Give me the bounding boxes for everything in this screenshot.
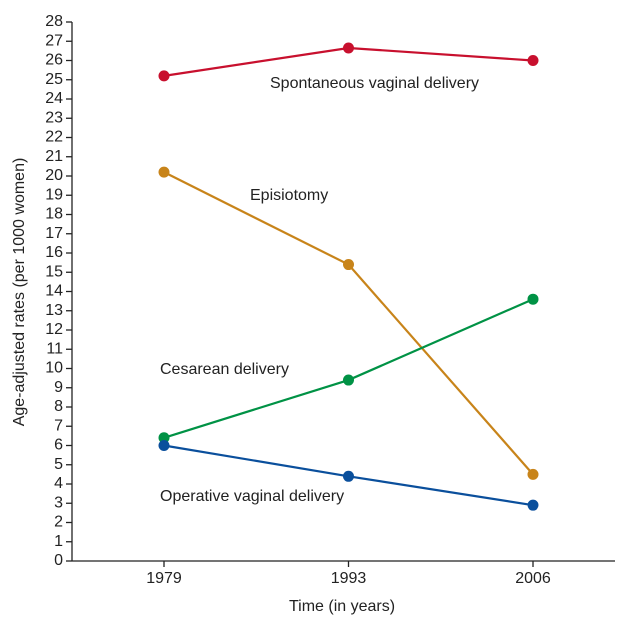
data-point — [158, 440, 170, 451]
y-tick-label: 26 — [45, 52, 63, 69]
x-tick-label: 2006 — [515, 570, 551, 587]
data-point — [527, 468, 539, 480]
y-tick-label: 19 — [45, 186, 63, 203]
series-label: Cesarean delivery — [160, 361, 289, 378]
data-point — [158, 70, 170, 82]
y-tick-label: 28 — [45, 13, 63, 30]
x-tick-label: 1993 — [331, 570, 367, 587]
series-label: Episiotomy — [250, 187, 328, 204]
y-tick-label: 12 — [45, 321, 63, 338]
y-tick-label: 10 — [45, 360, 63, 377]
y-tick-label: 23 — [45, 109, 63, 126]
data-point — [527, 499, 539, 511]
data-point — [343, 374, 354, 386]
y-tick-label: 24 — [45, 90, 63, 107]
y-tick-label: 20 — [45, 167, 63, 184]
y-tick-label: 17 — [45, 225, 63, 242]
data-point — [527, 293, 539, 305]
y-tick-label: 1 — [54, 533, 63, 550]
data-point — [158, 432, 170, 444]
y-tick-label: 3 — [54, 494, 63, 511]
x-axis-label: Time (in years) — [289, 598, 395, 615]
y-tick-label: 13 — [45, 302, 63, 319]
y-tick-label: 22 — [45, 129, 63, 146]
x-tick-label: 1979 — [146, 570, 182, 587]
data-point — [158, 166, 170, 178]
y-tick-label: 21 — [45, 148, 63, 165]
y-tick-label: 25 — [45, 71, 63, 88]
y-tick-label: 9 — [54, 379, 63, 396]
data-point — [527, 55, 539, 66]
y-tick-label: 6 — [54, 437, 63, 454]
y-tick-label: 5 — [54, 456, 63, 473]
y-tick-label: 16 — [45, 244, 63, 261]
data-point — [343, 42, 354, 54]
data-point — [343, 470, 354, 482]
y-tick-label: 0 — [54, 552, 63, 569]
y-tick-label: 27 — [45, 32, 63, 49]
series-label: Spontaneous vaginal delivery — [270, 75, 479, 92]
series-label: Operative vaginal delivery — [160, 488, 344, 505]
data-point — [343, 259, 354, 271]
y-tick-label: 8 — [54, 398, 63, 415]
y-tick-label: 11 — [46, 340, 63, 357]
y-tick-label: 14 — [45, 283, 63, 300]
y-tick-label: 15 — [45, 263, 63, 280]
y-tick-label: 18 — [45, 206, 63, 223]
y-tick-label: 2 — [54, 514, 63, 531]
y-tick-label: 7 — [54, 417, 63, 434]
y-axis-label: Age-adjusted rates (per 1000 women) — [11, 158, 28, 427]
y-tick-label: 4 — [54, 475, 63, 492]
